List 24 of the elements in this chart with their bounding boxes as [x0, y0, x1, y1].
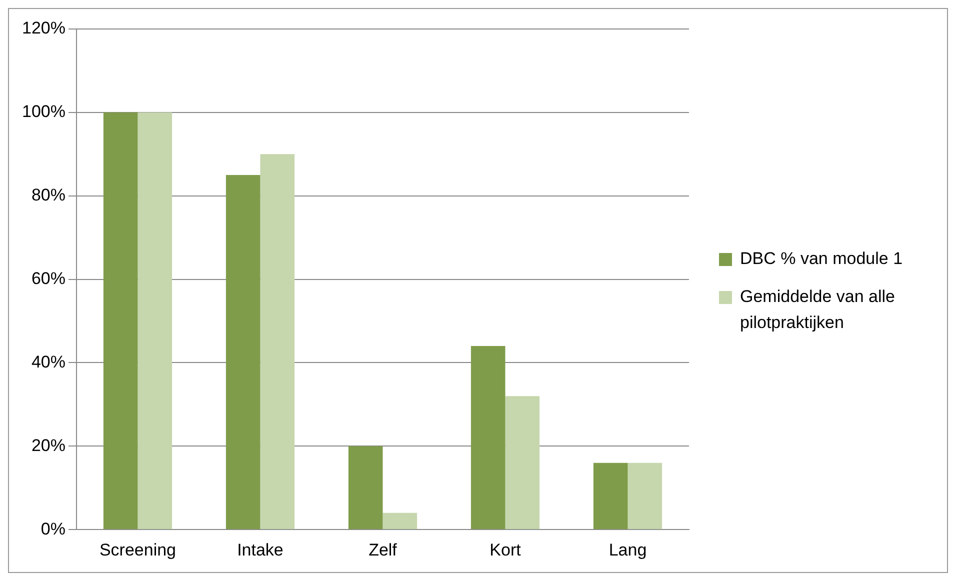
x-tick-label: Zelf: [368, 540, 398, 560]
y-tick-label: 20%: [31, 436, 66, 455]
x-tick-label: Lang: [608, 540, 647, 560]
y-tick-label: 100%: [22, 102, 66, 122]
bar: [103, 112, 138, 530]
legend-label: DBC % van module 1: [740, 248, 903, 270]
bar: [628, 462, 662, 530]
bar: [593, 462, 628, 530]
bar: [226, 175, 260, 530]
bar: [348, 446, 383, 530]
y-tick-label: 60%: [31, 268, 66, 288]
y-tick-label: 80%: [31, 186, 66, 205]
bar: [260, 154, 295, 530]
bar: [505, 396, 540, 530]
x-tick-label: Intake: [237, 540, 284, 560]
y-tick-label: 120%: [22, 18, 66, 38]
bar: [382, 512, 418, 530]
y-tick-label: 0%: [40, 519, 66, 538]
y-tick-label: 40%: [31, 352, 66, 372]
x-tick-label: Kort: [490, 540, 522, 560]
legend-label: Gemiddelde van alle pilotpraktijken: [740, 286, 896, 334]
bar: [470, 346, 506, 530]
bar: [138, 112, 172, 530]
x-tick-label: Screening: [99, 540, 176, 560]
